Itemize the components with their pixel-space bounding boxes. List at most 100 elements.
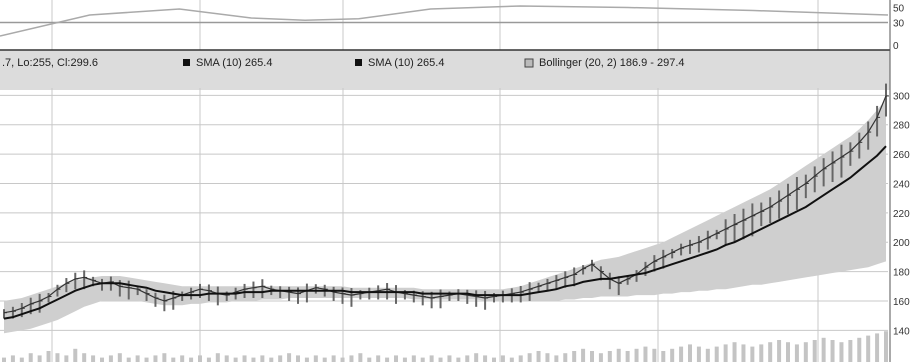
volume-bar	[812, 340, 817, 362]
volume-bar	[474, 353, 479, 362]
volume-bar	[340, 357, 345, 362]
volume-bar	[563, 353, 568, 362]
volume-bar	[509, 357, 514, 362]
oscillator-panel: 50 30 0	[0, 0, 905, 52]
volume-bar	[803, 342, 808, 362]
volume-bar	[848, 340, 853, 362]
volume-bar	[215, 353, 220, 362]
volume-bar	[696, 346, 701, 362]
volume-bar	[705, 348, 710, 362]
volume-bar	[830, 340, 835, 362]
legend-bollinger: Bollinger (20, 2) 186.9 - 297.4	[539, 57, 685, 69]
legend-sma1: SMA (10) 265.4	[196, 57, 272, 69]
volume-bar	[581, 348, 586, 362]
price-tick-280: 280	[893, 121, 910, 132]
volume-bar	[46, 351, 51, 362]
volume-bar	[2, 357, 6, 362]
price-tick-180: 180	[893, 268, 910, 279]
volume-bar	[768, 342, 773, 362]
volume-bar	[616, 348, 621, 362]
volume-bar	[126, 357, 131, 362]
volume-bar	[242, 355, 247, 362]
volume-bar	[545, 353, 550, 362]
volume-bar	[269, 357, 274, 362]
volume-bar	[607, 351, 612, 362]
osc-tick-0: 0	[893, 41, 899, 52]
legend-band	[0, 50, 890, 90]
osc-tick-30: 30	[893, 19, 905, 30]
volume-bar	[251, 357, 256, 362]
volume-bar	[91, 355, 96, 362]
volume-bar	[331, 355, 336, 362]
volume-bar	[402, 357, 407, 362]
price-tick-140: 140	[893, 326, 910, 337]
price-axis: 300 280 260 240 220 200 180 160 140	[893, 91, 910, 337]
oscillator-series	[0, 5, 889, 37]
volume-bar	[554, 355, 559, 362]
bollinger-band-area	[4, 99, 886, 334]
volume-bar	[135, 355, 140, 362]
volume-bar	[117, 353, 122, 362]
volume-bar	[794, 344, 799, 362]
price-tick-240: 240	[893, 179, 910, 190]
volume-bar	[670, 348, 675, 362]
volume-bar	[483, 355, 488, 362]
volume-bar	[741, 344, 746, 362]
volume-bar	[438, 357, 443, 362]
oscillator-axis: 50 30 0	[893, 4, 905, 53]
oscillator-grid	[0, 0, 888, 50]
volume-bar	[206, 357, 211, 362]
volume-bar	[144, 357, 149, 362]
volume-bar	[376, 355, 381, 362]
volume-bar	[82, 353, 87, 362]
volume-bar	[884, 331, 888, 362]
volume-bar	[233, 357, 238, 362]
price-tick-220: 220	[893, 209, 910, 220]
volume-bar	[750, 346, 755, 362]
volume-bar	[313, 355, 318, 362]
legend-ohlc: .7, Lo:255, Cl:299.6	[2, 57, 98, 69]
volume-bar	[10, 355, 15, 362]
volume-bar	[28, 353, 33, 362]
volume-bar	[108, 355, 113, 362]
volume-bar	[171, 357, 176, 362]
volume-bar	[411, 355, 416, 362]
legend-sma2-swatch	[355, 59, 362, 66]
volume-bar	[394, 355, 398, 362]
price-close-line	[3, 95, 887, 314]
volume-bar	[634, 348, 639, 362]
volume-bar	[37, 355, 42, 362]
volume-bar	[652, 348, 657, 362]
volume-bar	[447, 355, 452, 362]
volume-bar	[866, 335, 871, 362]
volume-bar	[688, 344, 692, 362]
volume-bar	[714, 346, 719, 362]
volume-bar	[358, 353, 363, 362]
volume-bar	[465, 355, 470, 362]
price-tick-200: 200	[893, 238, 910, 249]
volume-bar	[304, 357, 309, 362]
volume-bar	[857, 337, 862, 362]
volume-bar	[296, 355, 300, 362]
bollinger-band	[4, 99, 886, 334]
volume-bar	[598, 353, 603, 362]
volume-bar	[64, 355, 69, 362]
volume-bar	[661, 351, 666, 362]
volume-bar	[492, 357, 496, 362]
volume-bar	[385, 357, 390, 362]
volume-bar	[527, 353, 532, 362]
volume-bar	[322, 357, 327, 362]
volume-bar	[19, 357, 24, 362]
volume-bar	[429, 355, 434, 362]
volume-bar	[456, 357, 461, 362]
volume-bar	[625, 351, 630, 362]
volume-bar	[759, 344, 764, 362]
volume-bar	[198, 355, 202, 362]
price-tick-300: 300	[893, 91, 910, 102]
price-tick-260: 260	[893, 150, 910, 161]
volume-bar	[536, 351, 541, 362]
volume-bar	[643, 346, 648, 362]
legend-sma2: SMA (10) 265.4	[368, 57, 444, 69]
volume-bar	[821, 337, 826, 362]
volume-bar	[572, 351, 577, 362]
